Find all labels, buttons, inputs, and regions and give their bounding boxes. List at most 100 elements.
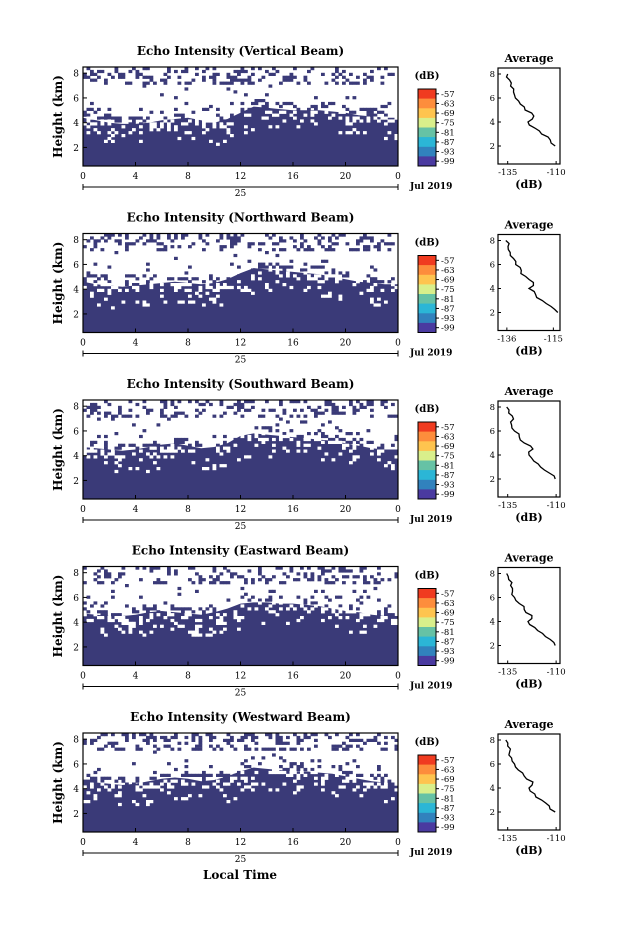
echo-cell — [254, 101, 259, 106]
echo-cell — [142, 738, 147, 742]
echo-gap — [345, 116, 350, 120]
echo-cell — [342, 69, 346, 74]
echo-cell — [128, 400, 133, 404]
echo-gap — [314, 437, 318, 442]
echo-cell — [286, 767, 290, 772]
x-tick-label: 12 — [235, 339, 246, 349]
echo-cell — [377, 242, 381, 246]
echo-cell — [258, 572, 262, 576]
average-frame — [497, 733, 561, 831]
echo-cell — [293, 75, 297, 79]
echo-cell — [303, 239, 308, 243]
echo-gap — [324, 607, 329, 611]
y-tick-label: 8 — [73, 236, 79, 246]
colorbar-segment — [418, 303, 436, 314]
echo-gap — [223, 125, 227, 129]
echo-gap — [195, 119, 199, 123]
echo-cell — [93, 239, 98, 243]
colorbar-segment — [418, 294, 436, 305]
echo-gap — [188, 300, 192, 304]
echo-gap — [261, 437, 266, 442]
echo-gap — [272, 449, 276, 453]
echo-cell — [125, 735, 129, 740]
echo-cell — [174, 411, 178, 415]
echo-cell — [121, 566, 126, 570]
echo-cell — [83, 277, 87, 281]
echo-cell — [289, 429, 294, 433]
echo-gap — [118, 288, 122, 292]
echo-gap — [317, 437, 322, 442]
echo-cell — [380, 81, 385, 85]
echo-cell — [86, 271, 91, 275]
echo-gap — [240, 604, 245, 608]
echo-gap — [205, 458, 210, 462]
echo-cell — [307, 735, 311, 740]
echo-cell — [219, 770, 224, 775]
echo-gap — [184, 283, 189, 287]
echo-cell — [153, 607, 157, 611]
colorbar-unit: (dB) — [415, 571, 440, 582]
echo-gap — [226, 131, 231, 135]
echo-cell — [191, 738, 196, 742]
echo-cell — [118, 233, 122, 237]
echo-gap — [191, 633, 196, 637]
echo-cell — [356, 607, 360, 611]
echo-cell — [223, 581, 227, 585]
echo-gap — [265, 283, 269, 287]
echo-gap — [384, 616, 388, 620]
echo-gap — [170, 618, 175, 623]
echo-gap — [142, 794, 147, 798]
echo-gap — [275, 125, 280, 129]
echo-cell — [167, 572, 171, 576]
echo-cell — [132, 733, 136, 737]
echo-cell — [317, 239, 322, 243]
echo-gap — [216, 618, 220, 623]
colorbar-tick-label: -69 — [441, 276, 455, 286]
echo-gap — [335, 440, 339, 444]
echo-cell — [90, 402, 94, 407]
echo-cell — [366, 248, 371, 252]
echo-gap — [328, 291, 332, 295]
echo-gap — [377, 303, 381, 307]
echo-cell — [373, 280, 378, 284]
average-x-tick-label: -110 — [547, 501, 566, 511]
echo-cell — [296, 572, 301, 576]
colorbar-segment — [418, 98, 436, 109]
echo-gap — [100, 616, 105, 620]
average-y-tick-label: 4 — [490, 118, 495, 128]
echo-gap — [321, 294, 325, 298]
echo-gap — [195, 624, 199, 628]
echo-gap — [132, 800, 136, 804]
echo-cell — [282, 101, 287, 106]
average-x-label: (dB) — [515, 844, 542, 857]
echo-gap — [90, 782, 94, 786]
echo-cell — [363, 81, 367, 85]
echo-speckle — [83, 566, 399, 637]
average-x-tick-label: -115 — [544, 335, 563, 345]
echo-cell — [244, 759, 248, 763]
x-tick-label: 0 — [395, 505, 401, 515]
colorbar-segment — [418, 265, 436, 276]
echo-cell — [135, 566, 140, 570]
echo-gap — [359, 794, 364, 798]
echo-cell — [167, 277, 171, 281]
echo-cell — [107, 741, 112, 745]
echo-cell — [328, 735, 332, 740]
echo-gap — [104, 633, 108, 637]
echo-speckle — [83, 400, 399, 474]
echo-gap — [198, 116, 203, 120]
echo-gap — [205, 285, 210, 290]
echo-cell — [181, 113, 185, 117]
echo-cell — [167, 236, 171, 240]
echo-cell — [121, 572, 126, 576]
echo-gap — [86, 125, 91, 129]
average-y-tick-label: 8 — [490, 736, 495, 746]
echo-cell — [349, 110, 353, 114]
echo-cell — [153, 770, 157, 775]
echo-gap — [380, 616, 385, 620]
echo-cell — [254, 741, 259, 745]
echo-gap — [160, 125, 164, 129]
echo-gap — [359, 613, 364, 617]
echo-cell — [331, 437, 336, 442]
echo-gap — [160, 294, 164, 298]
